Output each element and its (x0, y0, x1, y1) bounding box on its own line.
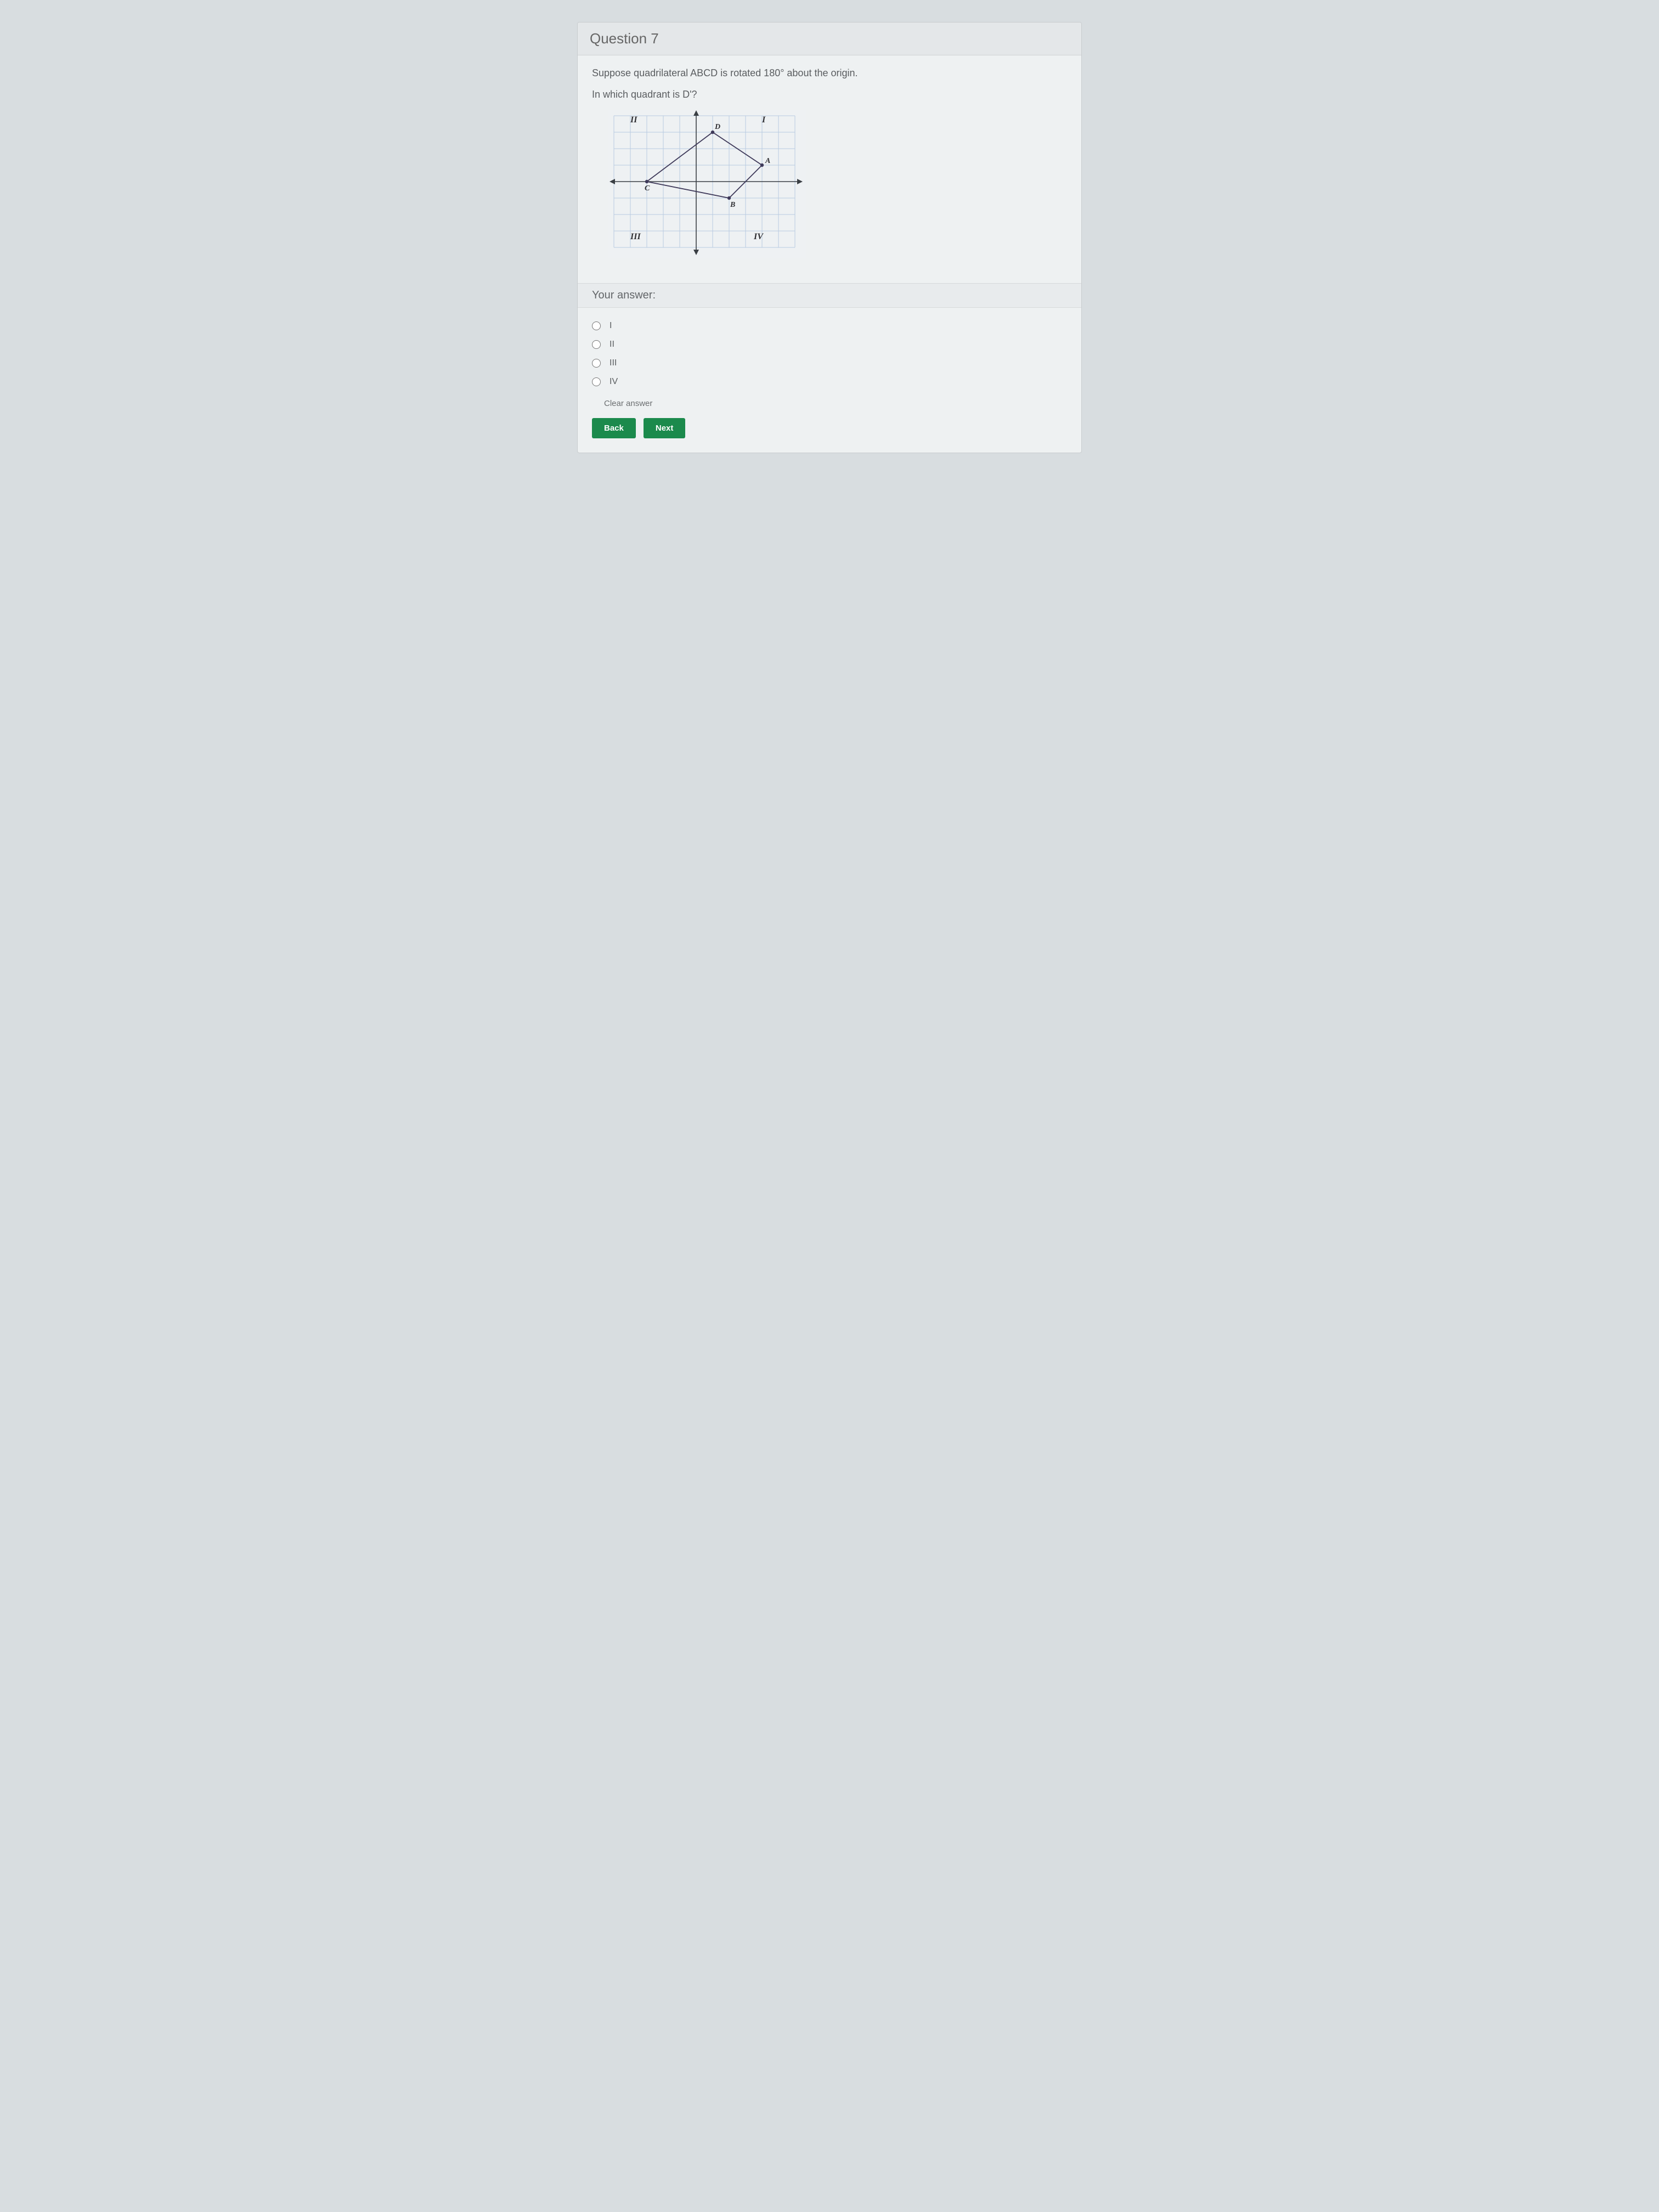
svg-text:IV: IV (753, 232, 764, 241)
option-II[interactable]: II (592, 335, 1067, 354)
svg-text:I: I (761, 115, 766, 125)
option-I[interactable]: I (592, 317, 1067, 335)
option-IV[interactable]: IV (592, 373, 1067, 391)
svg-text:B: B (730, 201, 735, 209)
radio-I[interactable] (592, 321, 601, 330)
nav-buttons: Back Next (578, 418, 1081, 453)
prompt-line-2: In which quadrant is D'? (592, 89, 1067, 100)
prompt-line-1: Suppose quadrilateral ABCD is rotated 18… (592, 67, 1067, 79)
option-III[interactable]: III (592, 354, 1067, 373)
option-label: I (610, 321, 612, 331)
next-button[interactable]: Next (644, 418, 686, 438)
svg-text:C: C (645, 184, 650, 193)
coordinate-graph: ABCDIIIIIIIV (608, 110, 806, 258)
question-card: Question 7 Suppose quadrilateral ABCD is… (577, 22, 1082, 453)
svg-text:A: A (765, 157, 770, 165)
svg-text:III: III (630, 232, 641, 241)
clear-answer-link[interactable]: Clear answer (578, 396, 1081, 418)
question-body: Suppose quadrilateral ABCD is rotated 18… (578, 55, 1081, 283)
option-label: II (610, 340, 614, 349)
option-label: III (610, 358, 617, 368)
back-button[interactable]: Back (592, 418, 636, 438)
option-label: IV (610, 377, 618, 387)
answer-header: Your answer: (578, 283, 1081, 308)
graph-container: ABCDIIIIIIIV (608, 110, 1067, 261)
svg-text:D: D (714, 123, 720, 131)
radio-III[interactable] (592, 359, 601, 368)
question-title: Question 7 (578, 22, 1081, 55)
svg-text:II: II (630, 115, 637, 125)
options-list: I II III IV (578, 308, 1081, 396)
radio-IV[interactable] (592, 377, 601, 386)
radio-II[interactable] (592, 340, 601, 349)
